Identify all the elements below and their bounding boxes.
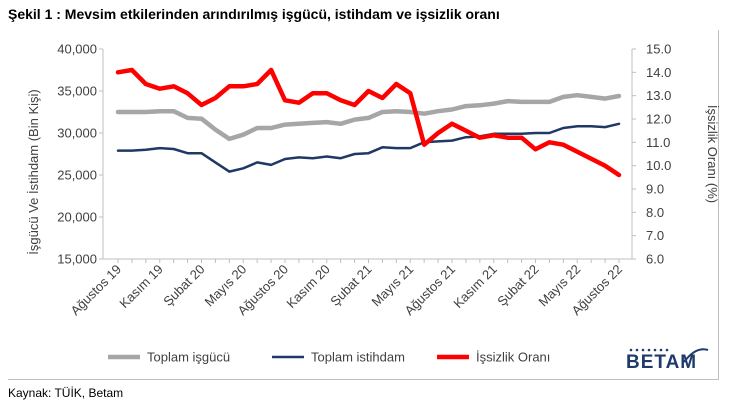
x-tick-label: Şubat 20 <box>160 262 207 309</box>
x-tick-label: Kasım 20 <box>283 262 332 311</box>
right-tick-label: 11.0 <box>646 135 670 150</box>
x-tick-label: Ağustos 19 <box>68 262 125 319</box>
series-line <box>115 92 622 142</box>
x-tick-label: Kasım 19 <box>116 262 165 311</box>
y-axis-title: İşgücü Ve İstihdam (Bin Kişi) <box>26 89 41 254</box>
right-tick-label: 13.0 <box>646 88 671 103</box>
left-tick-label: 40,000 <box>57 42 97 57</box>
left-tick-label: 35,000 <box>57 84 97 99</box>
legend-label: Toplam istihdam <box>311 350 405 365</box>
x-tick-label: Şubat 21 <box>327 262 374 309</box>
logo-dots-icon <box>629 348 669 352</box>
right-tick-label: 7.0 <box>646 228 664 243</box>
y-axis-right-title: İşsizlik Oranı (%) <box>705 105 720 203</box>
right-tick-label: 6.0 <box>646 252 664 267</box>
series-line <box>115 67 622 178</box>
source-note: Kaynak: TÜİK, Betam <box>8 386 124 400</box>
logo-swoosh-icon <box>683 348 709 363</box>
right-tick-label: 10.0 <box>646 158 671 173</box>
x-tick-label: Şubat 22 <box>494 262 541 309</box>
series-line <box>116 122 621 173</box>
right-tick-label: 8.0 <box>646 205 664 220</box>
left-tick-label: 25,000 <box>57 168 97 183</box>
right-tick-label: 14.0 <box>646 65 671 80</box>
logo-text: BETAM <box>626 352 698 373</box>
legend-label: İşsizlik Oranı <box>476 350 550 365</box>
left-tick-label: 30,000 <box>57 126 97 141</box>
left-tick-label: 20,000 <box>57 210 97 225</box>
right-tick-label: 12.0 <box>646 112 671 127</box>
legend-label: Toplam işgücü <box>147 350 230 365</box>
chart-frame <box>8 30 719 380</box>
betam-logo: BETAM <box>626 344 710 374</box>
left-tick-label: 15,000 <box>57 252 97 267</box>
figure-title: Şekil 1 : Mevsim etkilerinden arındırılm… <box>8 6 500 22</box>
x-tick-label: Kasım 21 <box>450 262 499 311</box>
right-tick-label: 15.0 <box>646 42 671 57</box>
right-tick-label: 9.0 <box>646 182 664 197</box>
